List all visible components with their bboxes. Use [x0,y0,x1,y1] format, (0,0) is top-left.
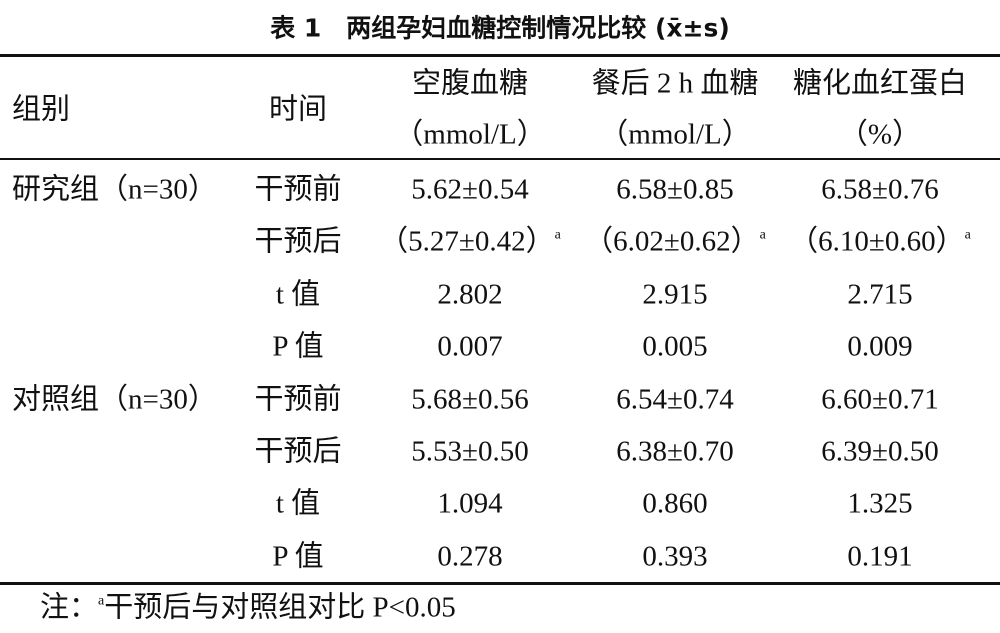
header-cell: 组别 [12,93,71,126]
cell-text: （6.10±0.60） [789,225,965,258]
time-cell: 干预后 [254,225,342,258]
time-cell: P 值 [272,540,324,573]
cell-text: 0.005 [642,330,708,363]
value-cell: 5.62±0.54 [411,173,529,206]
value-cell: 2.715 [847,280,912,309]
value-cell: 0.278 [437,542,502,571]
value-cell: 6.58±0.76 [821,173,939,206]
cell-text: 0.393 [642,540,708,573]
cell-text: 1.094 [437,487,503,520]
cell-text: 6.58±0.76 [821,173,939,206]
group-label: 对照组（n=30） [12,383,217,416]
cell-text: （5.27±0.42） [379,225,555,258]
cell-text: 6.38±0.70 [616,435,734,468]
value-cell: 2.915 [642,280,707,309]
time-cell: 干预后 [254,435,342,468]
time-cell: t 值 [275,487,321,520]
table-title: 表 1 两组孕妇血糖控制情况比较 (x̄±s) [270,13,730,43]
value-cell: （5.27±0.42）a [379,225,561,258]
value-cell: 6.38±0.70 [616,435,734,468]
value-cell: 0.860 [642,487,708,520]
cell-text: 5.68±0.56 [411,383,529,416]
value-cell: 6.54±0.74 [616,385,733,414]
header-cell: 时间 [268,93,328,126]
header-cell: 空腹血糖 [411,67,529,100]
cell-superscript: a [554,227,561,243]
top-rule [0,54,1000,57]
value-cell: 0.005 [642,330,708,363]
cell-superscript: a [964,227,971,243]
cell-text: 0.278 [437,540,503,573]
cell-text: 2.802 [437,278,503,311]
time-cell: 干预前 [254,173,342,206]
time-cell: P 值 [272,330,324,363]
note-superscript: a [98,593,105,609]
cell-text: （6.02±0.62） [584,225,760,258]
cell-text: 6.54±0.74 [616,383,734,416]
value-cell: 6.60±0.71 [821,385,938,414]
cell-text: 6.60±0.71 [821,383,939,416]
header-cell: （mmol/L） [394,118,546,151]
value-cell: 2.802 [437,280,502,309]
value-cell: 1.094 [437,487,503,520]
value-cell: 6.39±0.50 [821,435,939,468]
cell-text: 0.009 [847,330,913,363]
cell-text: 0.191 [847,540,913,573]
header-rule [0,158,1000,160]
value-cell: 0.191 [847,542,912,571]
header-cell: 糖化血红蛋白 [792,67,968,100]
cell-text: 0.007 [437,330,503,363]
cell-text: 2.715 [847,278,913,311]
value-cell: 6.58±0.85 [616,173,734,206]
time-cell: 干预前 [254,383,342,416]
cell-text: 5.62±0.54 [411,173,529,206]
note-prefix: 注： [40,591,99,624]
cell-text: 1.325 [847,487,913,520]
value-cell: 0.009 [847,330,913,363]
bottom-rule [0,582,1000,585]
value-cell: 5.68±0.56 [411,385,528,414]
cell-text: 6.39±0.50 [821,435,939,468]
value-cell: 0.393 [642,542,707,571]
cell-text: 5.53±0.50 [411,435,529,468]
note-text: 干预后与对照组对比 P<0.05 [104,591,456,624]
cell-text: 0.860 [642,487,708,520]
time-cell: t 值 [275,278,321,311]
group-label: 研究组（n=30） [12,173,217,206]
header-cell: （%） [838,118,922,151]
value-cell: 5.53±0.50 [411,435,529,468]
value-cell: 1.325 [847,487,913,520]
header-cell: （mmol/L） [599,118,751,151]
value-cell: （6.02±0.62）a [584,225,766,258]
value-cell: 0.007 [437,330,503,363]
cell-superscript: a [759,227,766,243]
cell-text: 6.58±0.85 [616,173,734,206]
table-note: 注：a干预后与对照组对比 P<0.05 [40,591,456,624]
value-cell: （6.10±0.60）a [789,225,971,258]
header-cell: 餐后 2 h 血糖 [591,67,759,100]
cell-text: 2.915 [642,278,708,311]
